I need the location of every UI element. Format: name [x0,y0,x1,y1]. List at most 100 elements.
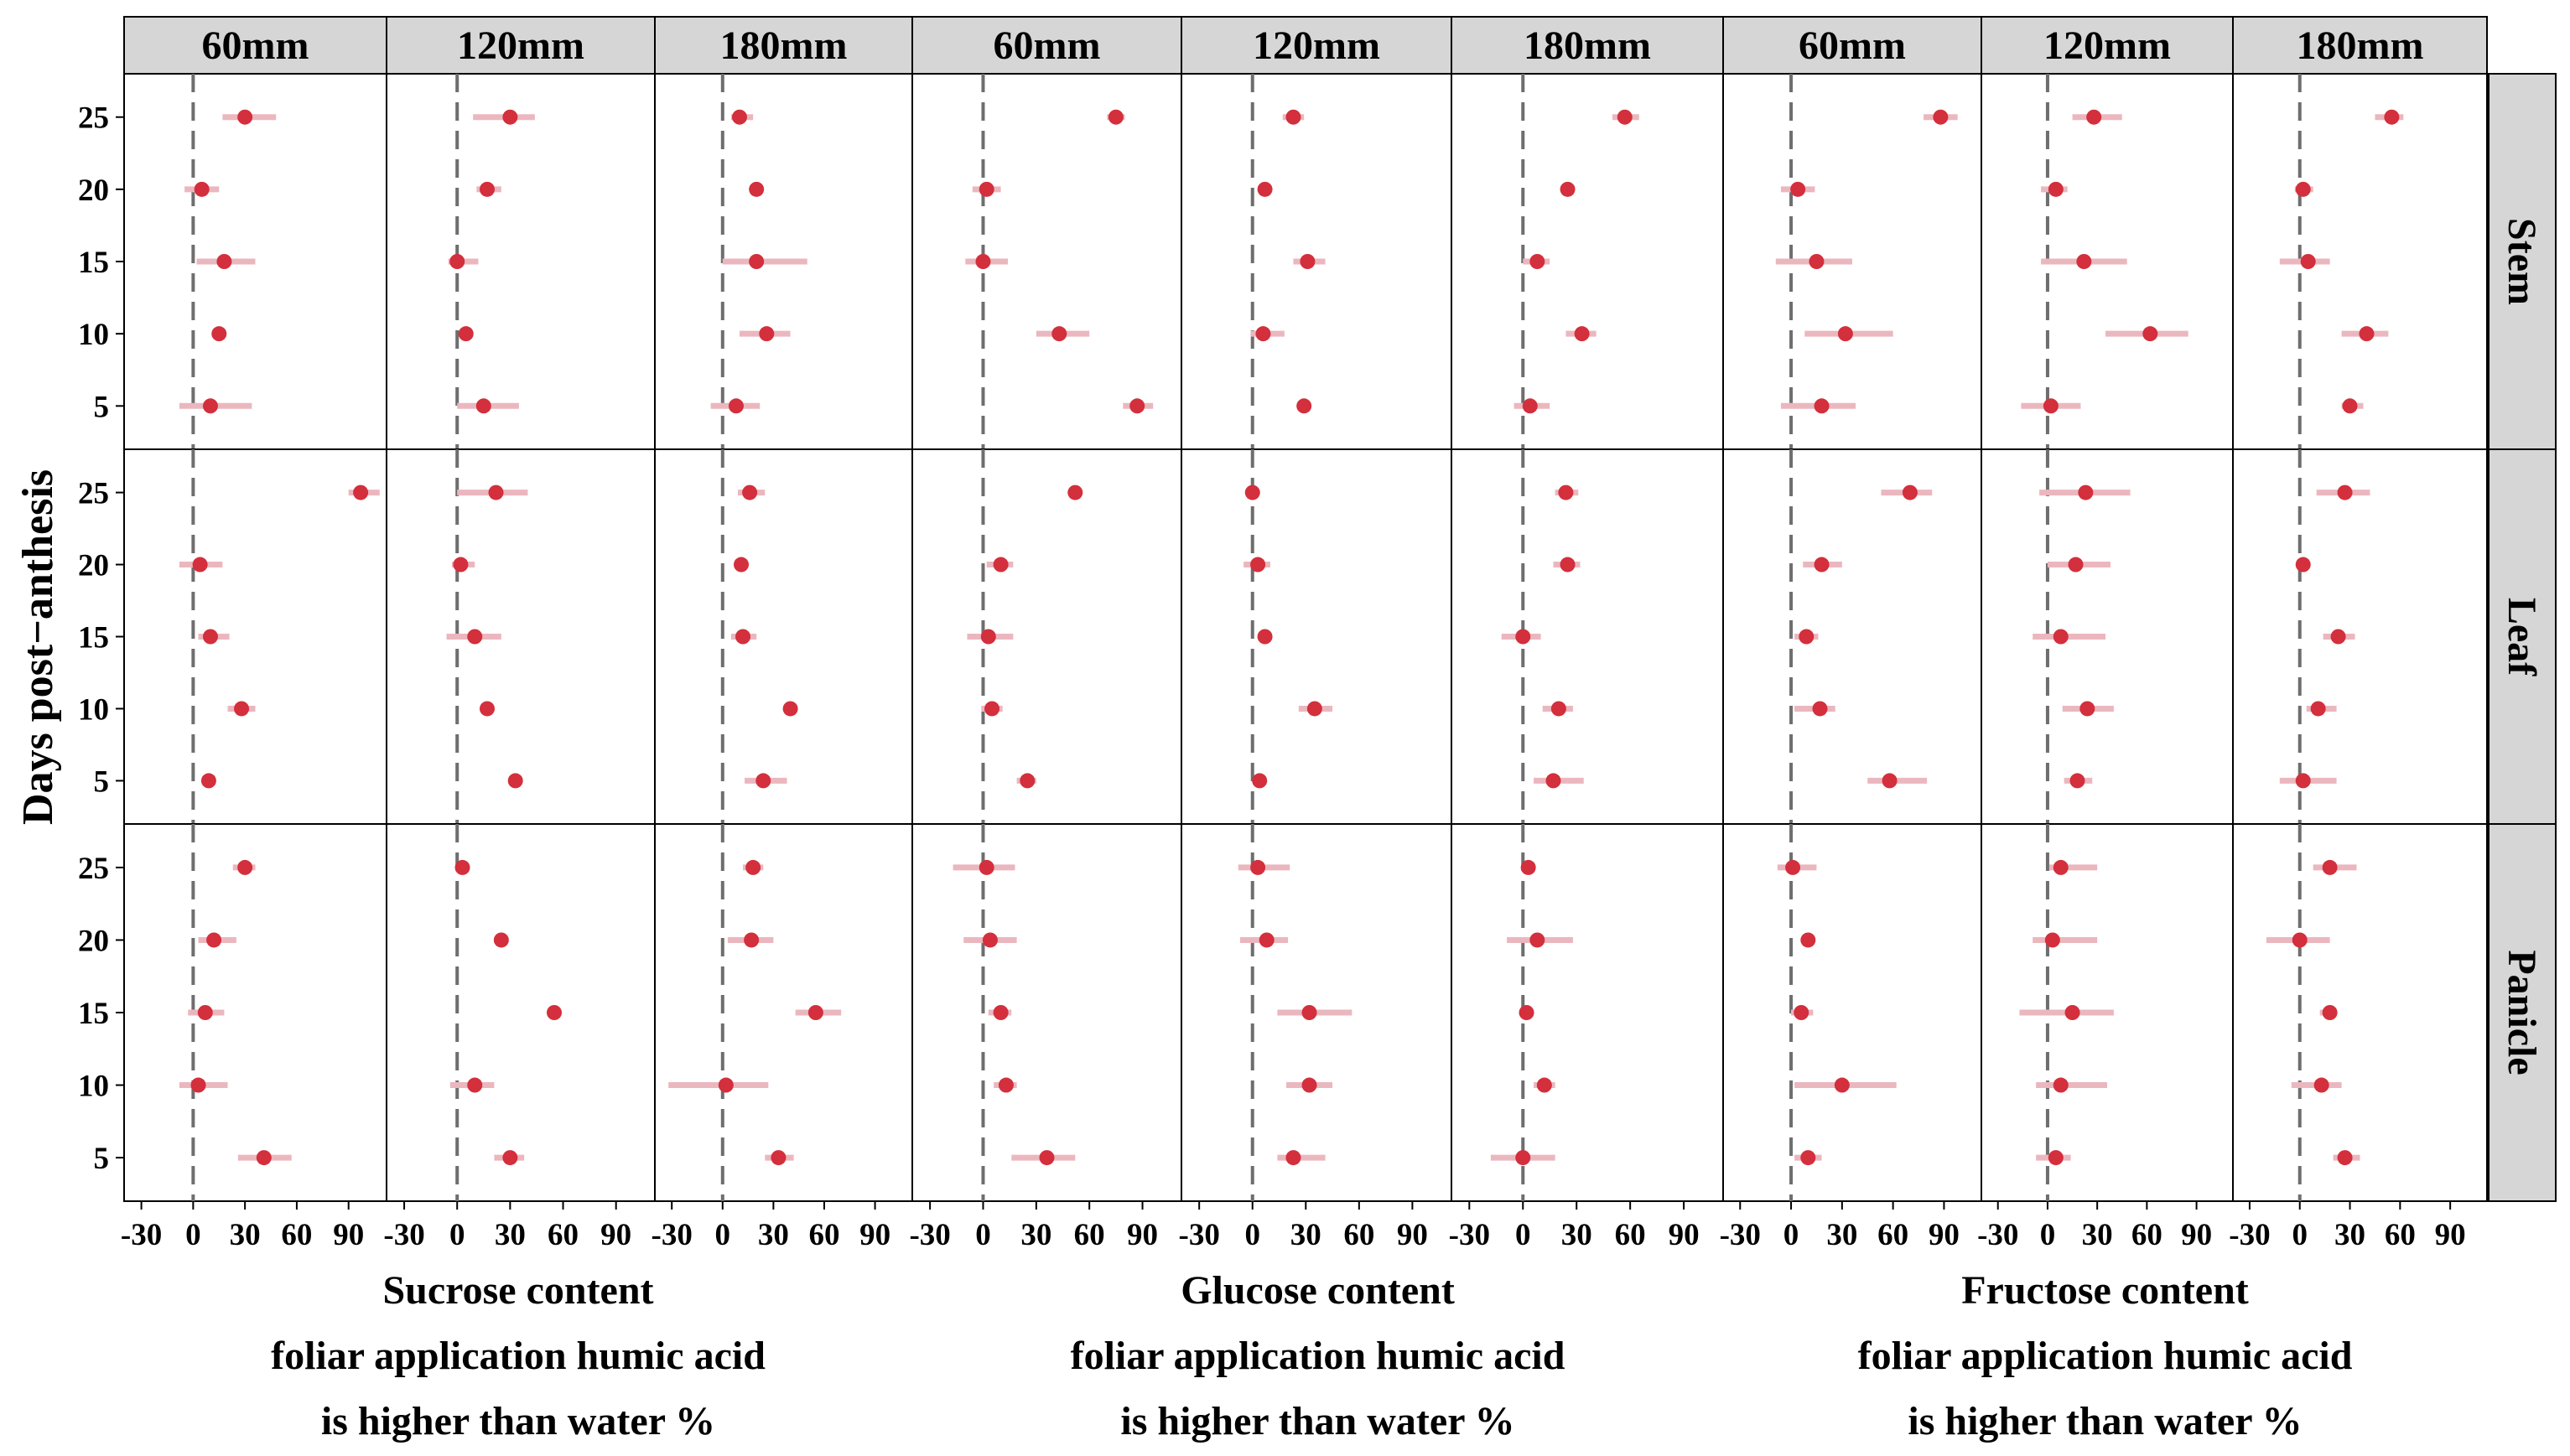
data-point [1617,109,1633,125]
data-point [1285,109,1301,125]
data-point [2086,109,2102,125]
data-point [458,326,474,342]
panel-frame [386,73,656,450]
data-point [1536,1077,1552,1093]
column-strip-label: 60mm [202,23,309,68]
x-tick-label: 90 [1397,1218,1428,1252]
data-point [453,557,469,573]
x-axis-ticks: -30 0 30 60 90 -30 0 30 60 90 -30 0 30 60 90 -30 0 30 60 90… [121,1201,2466,1252]
panel-sucrose-120mm-leaf [386,448,656,825]
data-point [1814,557,1830,573]
data-point [197,1005,213,1020]
data-point [2295,557,2311,573]
data-point [1882,773,1898,789]
data-point [2078,484,2094,500]
panel-frame [654,823,913,1202]
data-point [502,1150,518,1166]
x-tick-label: -30 [1179,1218,1220,1252]
panel-fructose-60mm-panicle [1722,823,1982,1202]
x-tick-label: -30 [1449,1218,1490,1252]
column-strip [1981,16,2234,75]
x-axis-title-line: Glucose content [1181,1268,1455,1313]
panel-sucrose-180mm-leaf [654,448,913,825]
data-point [1800,932,1816,948]
x-tick-label: 30 [2334,1218,2365,1252]
column-strip-label: 180mm [2297,23,2424,68]
data-point [1790,181,1806,197]
y-tick-label: 20 [78,174,109,208]
panel-sucrose-120mm-stem [386,73,656,450]
y-tick-label: 25 [78,477,109,511]
panel-glucose-120mm-panicle [1181,823,1452,1202]
data-point [1020,773,1036,789]
y-tick-label: 15 [78,621,109,655]
panel-glucose-60mm-leaf [911,448,1182,825]
data-point [1300,254,1316,269]
x-tick-label: 60 [1877,1218,1908,1252]
data-point [1545,773,1561,789]
data-point [1800,1150,1816,1166]
data-point [2053,1077,2069,1093]
data-point [1051,326,1067,342]
x-axis-title-line: foliar application humic acid [271,1334,766,1378]
data-point [2068,557,2084,573]
column-strip-label: 180mm [720,23,848,68]
panel-frame [386,823,656,1202]
panel-glucose-180mm-panicle [1451,823,1724,1202]
data-point [1515,629,1531,645]
panel-frame [1181,448,1452,825]
data-point [2295,773,2311,789]
panel-frame [123,448,387,825]
panel-frame [1722,448,1982,825]
panel-frame [2232,73,2488,450]
data-point [2342,398,2358,414]
panel-frame [911,823,1182,1202]
data-point [202,629,218,645]
data-point [1250,557,1266,573]
data-point [2044,932,2060,948]
data-point [475,398,491,414]
x-axis-title-line: is higher than water % [321,1399,715,1443]
panel-fructose-120mm-panicle [1981,823,2234,1202]
panel-glucose-60mm-panicle [911,823,1182,1202]
y-tick-label: 10 [78,1070,109,1104]
x-tick-label: 0 [185,1218,201,1252]
row-strip-label: Leaf [2500,598,2544,676]
x-tick-label: -30 [1720,1218,1761,1252]
data-point [979,859,994,875]
x-tick-label: 60 [281,1218,312,1252]
data-point [2053,629,2069,645]
data-point [2292,932,2308,948]
data-point [2064,1005,2080,1020]
data-point [2310,701,2326,717]
panel-glucose-180mm-stem [1451,73,1724,450]
x-tick-label: 60 [1074,1218,1105,1252]
panel-sucrose-180mm-stem [654,73,913,450]
panel-fructose-180mm-stem [2232,73,2488,450]
row-strip-label: Stem [2500,218,2544,305]
data-point [993,1005,1009,1020]
data-point [807,1005,823,1020]
data-point [731,109,747,125]
data-point [192,557,208,573]
x-axis-title-line: Sucrose content [382,1268,653,1313]
data-point [2048,181,2064,197]
x-tick-label: 60 [2385,1218,2416,1252]
data-point [1257,629,1273,645]
data-point [755,773,771,789]
panel-frame [1451,73,1724,450]
data-point [480,701,495,717]
panel-frame [911,73,1182,450]
data-point [1067,484,1083,500]
data-point [771,1150,787,1166]
data-point [1244,484,1260,500]
x-tick-label: -30 [1977,1218,2018,1252]
data-point [1560,557,1576,573]
y-tick-label: 15 [78,246,109,280]
data-point [256,1150,272,1166]
x-tick-label: 30 [495,1218,526,1252]
row-strips: Stem Leaf Panicle [2488,73,2557,1202]
data-point [1574,326,1590,342]
data-point [980,629,996,645]
panel-glucose-120mm-leaf [1181,448,1452,825]
